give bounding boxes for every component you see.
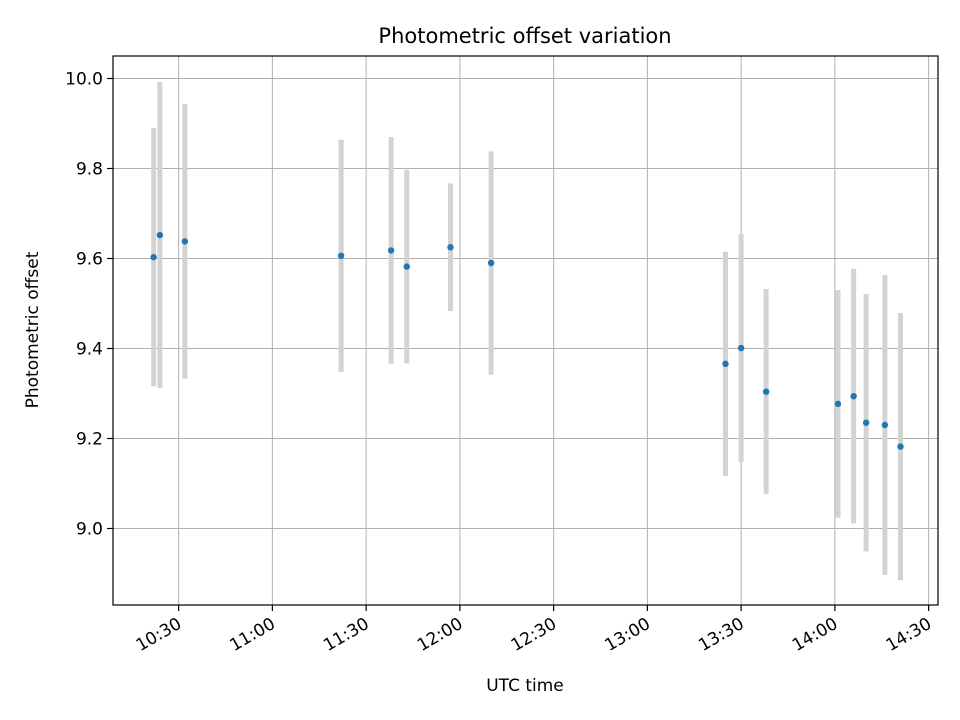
data-point	[897, 443, 904, 450]
data-point	[850, 393, 857, 400]
y-tick-label: 9.6	[76, 250, 103, 270]
grid	[113, 56, 938, 605]
x-axis-title: UTC time	[486, 676, 564, 696]
data-point	[403, 263, 410, 270]
y-tick-label: 9.0	[76, 520, 103, 540]
y-axis-title: Photometric offset	[23, 251, 43, 408]
y-axis-ticks: 9.0 9.2 9.4 9.6 9.8 10.0	[65, 70, 113, 540]
data-point	[150, 253, 157, 261]
data-point	[181, 238, 189, 245]
data-point	[722, 360, 729, 367]
data-point	[156, 231, 164, 239]
data-point	[447, 244, 454, 251]
data-point	[881, 421, 889, 429]
y-tick-label: 9.4	[76, 340, 103, 360]
y-tick-label: 9.8	[76, 160, 103, 180]
data-point	[387, 247, 395, 254]
data-point	[834, 400, 842, 408]
chart-title: Photometric offset variation	[378, 24, 671, 48]
data-points	[150, 231, 904, 450]
data-point	[862, 419, 870, 426]
plot-frame	[112, 55, 939, 606]
data-point	[762, 388, 770, 395]
y-tick-label: 10.0	[65, 70, 103, 90]
y-tick-label: 9.2	[76, 430, 103, 450]
data-point	[487, 259, 495, 267]
data-point	[737, 344, 745, 352]
data-point	[337, 252, 345, 259]
